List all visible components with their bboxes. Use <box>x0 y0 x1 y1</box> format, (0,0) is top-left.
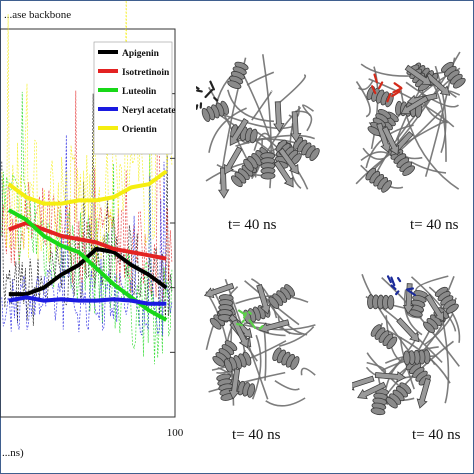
caption-structure-2: t= 40 ns <box>410 217 459 233</box>
protein-structure-apigenin <box>196 54 320 199</box>
series-lines <box>7 169 168 322</box>
series-line-apigenin <box>8 246 168 297</box>
x-axis-label: ...ns) <box>2 447 24 459</box>
caption-structure-3: t= 40 ns <box>232 427 281 443</box>
legend-label-4: Orientin <box>122 125 158 135</box>
legend-label-2: Luteolin <box>122 87 157 97</box>
caption-structure-4: t= 40 ns <box>412 427 461 443</box>
protein-structure-luteolin <box>203 278 316 407</box>
legend-label-0: Apigenin <box>122 49 160 59</box>
x-tick-label-100: 100 <box>167 427 184 439</box>
chart-title: ...ase backbone <box>4 9 71 21</box>
protein-structure-isotretinoin <box>355 51 466 193</box>
legend: Apigenin Isotretinoin Luteolin Neryl acetat… <box>93 41 176 155</box>
series-line-isotretinoin <box>8 221 167 261</box>
legend-label-1: Isotretinoin <box>122 68 170 78</box>
caption-structure-1: t= 40 ns <box>228 217 277 233</box>
protein-structure-neryl-acetate <box>352 274 461 416</box>
legend-box <box>93 41 173 155</box>
series-line-neryl-acetate <box>8 295 167 306</box>
raw-trace-1 <box>1 88 173 303</box>
series-line-orientin <box>7 169 168 206</box>
raw-trace-4 <box>1 0 173 264</box>
legend-label-3: Neryl acetate <box>122 106 176 116</box>
